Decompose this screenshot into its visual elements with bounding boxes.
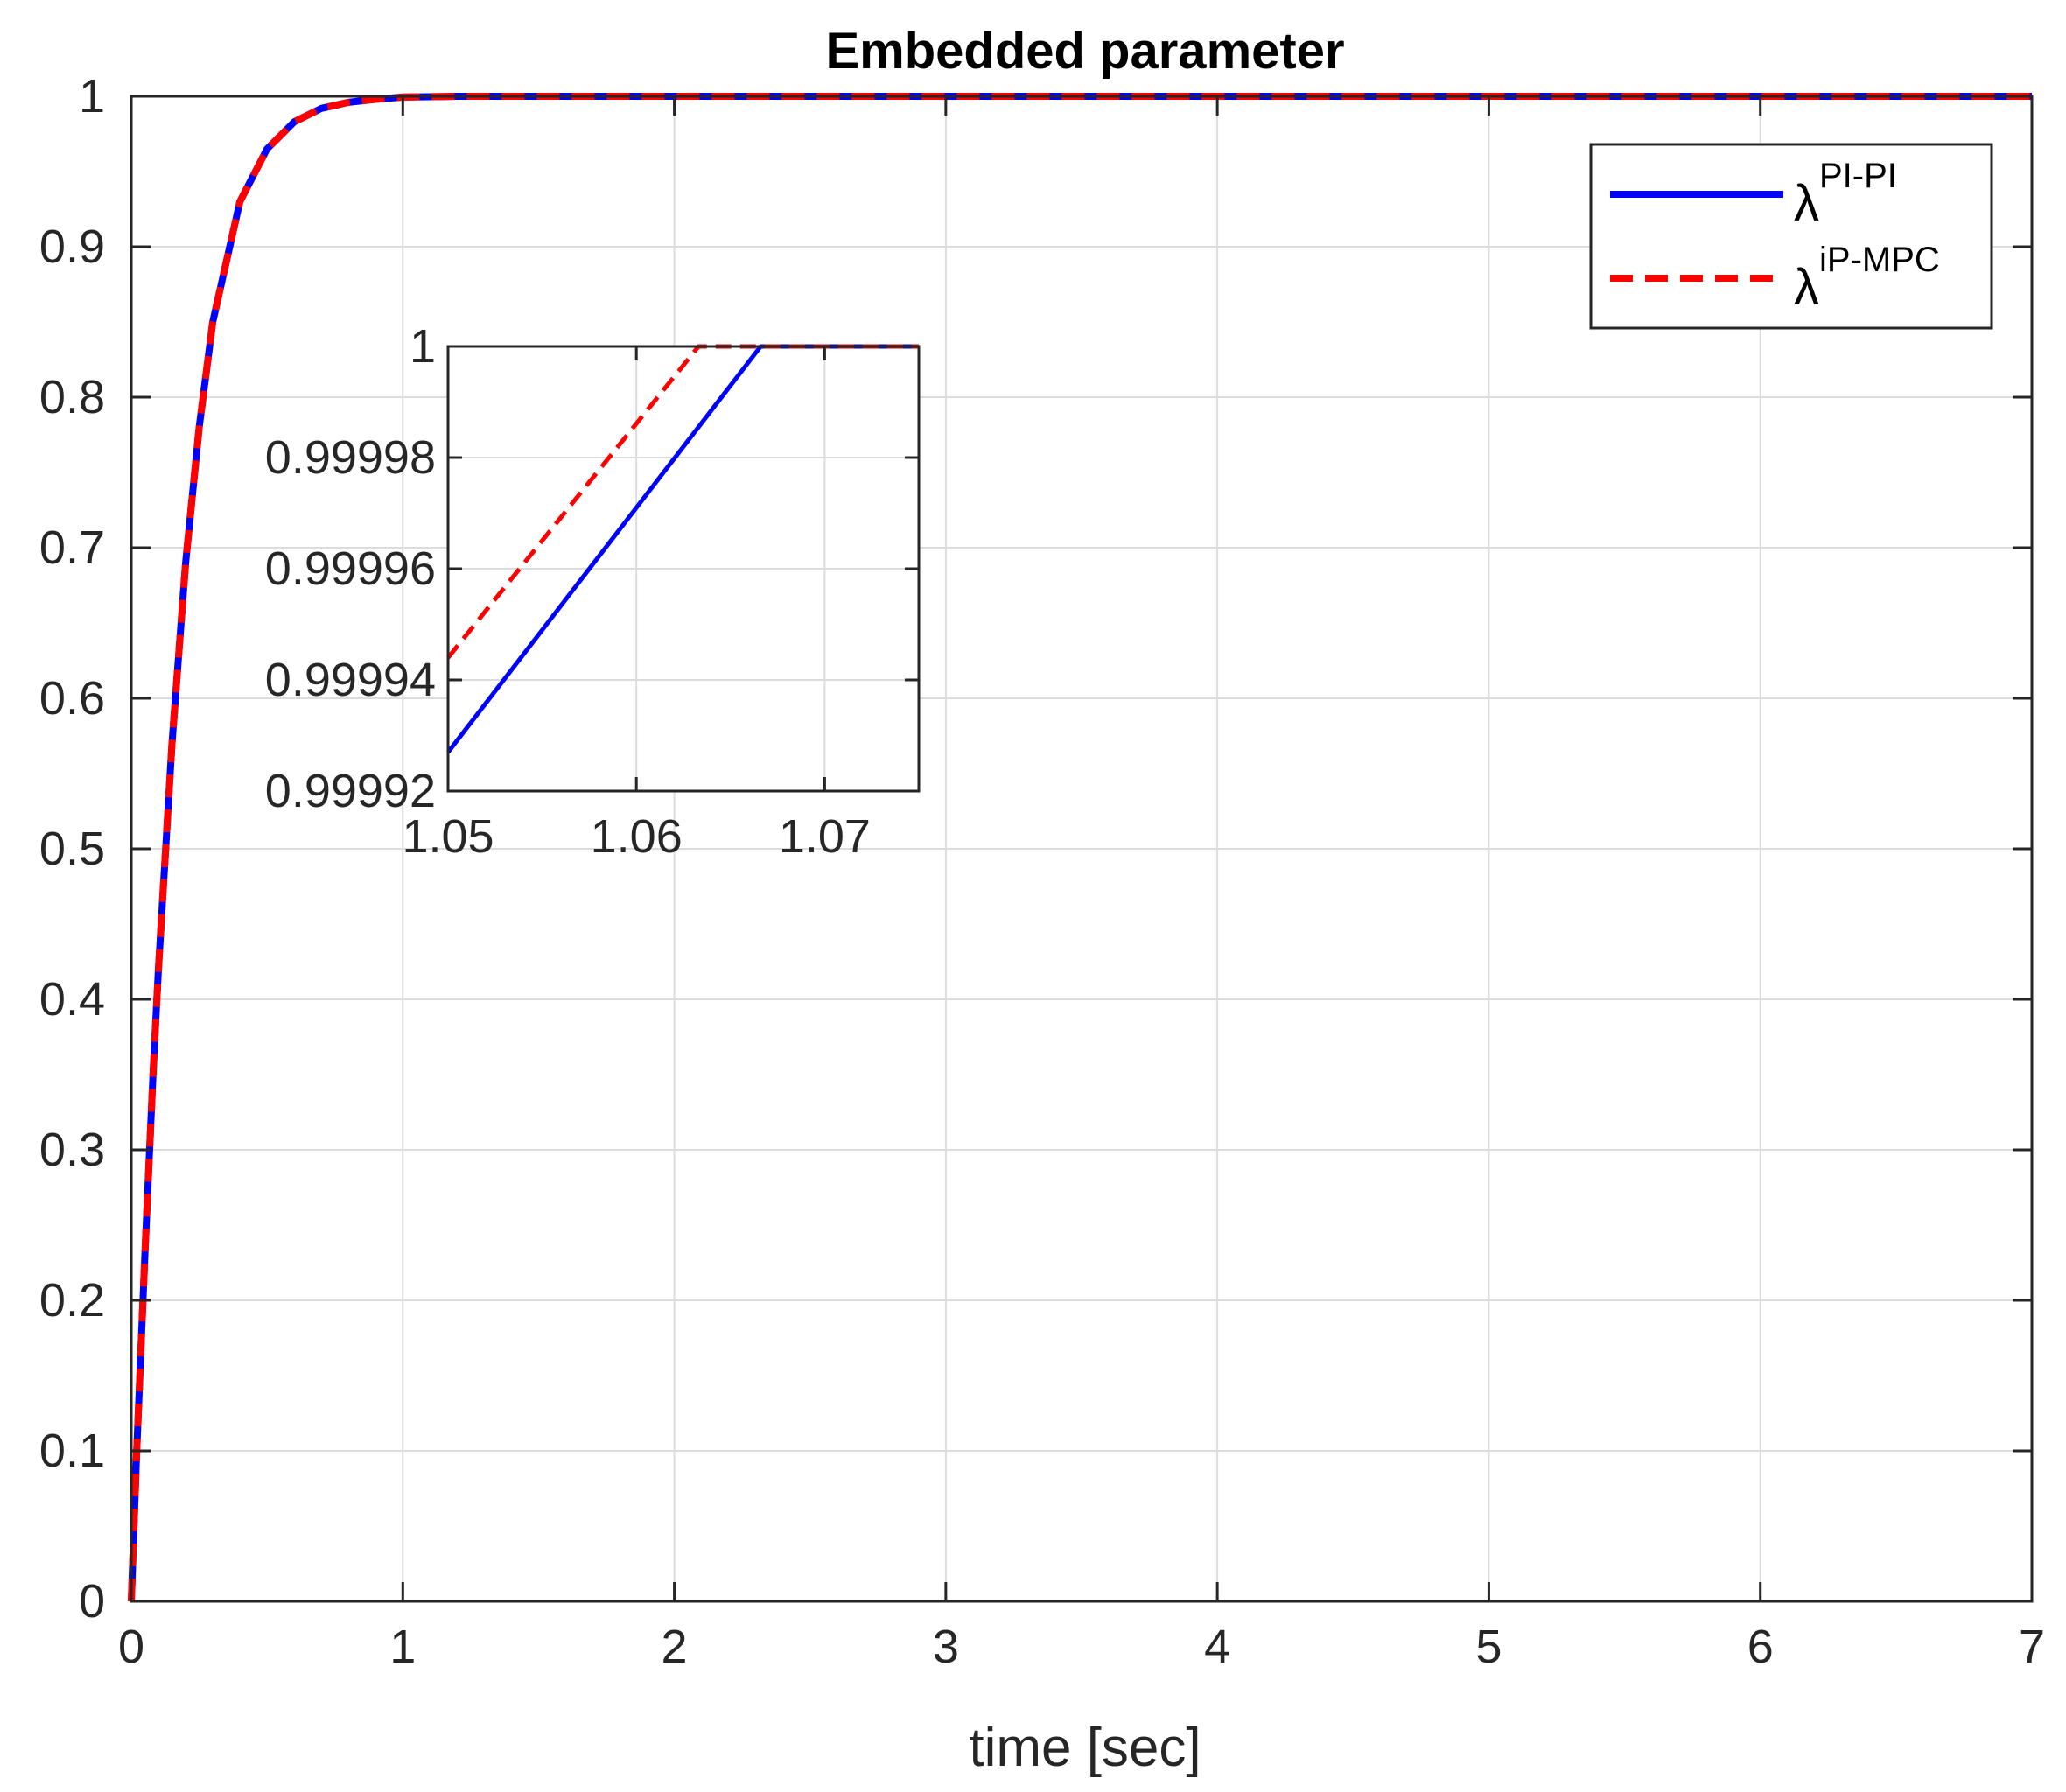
- inset-tick-marks: [446, 345, 919, 793]
- inset-y-tick-label: 0.99996: [265, 542, 436, 595]
- legend-label-ip-mpc: λiP-MPC: [1794, 241, 1940, 316]
- legend: λPI-PI λiP-MPC: [1589, 143, 1993, 330]
- main-y-tick-label: 0.7: [39, 522, 105, 574]
- main-x-tick-label: 0: [118, 1620, 144, 1673]
- main-y-tick-label: 0.9: [39, 220, 105, 273]
- inset-y-tick-label: 1: [410, 320, 436, 373]
- main-y-tick-label: 0.1: [39, 1424, 105, 1477]
- main-x-tick-label: 2: [662, 1620, 688, 1673]
- main-y-tick-label: 0.4: [39, 973, 105, 1026]
- main-x-tick-label: 4: [1204, 1620, 1230, 1673]
- main-x-tick-label: 1: [389, 1620, 416, 1673]
- main-y-tick-label: 0.5: [39, 822, 105, 875]
- main-x-tick-label: 6: [1747, 1620, 1774, 1673]
- main-x-tick-label: 5: [1475, 1620, 1502, 1673]
- inset-y-tick-label: 0.99992: [265, 765, 436, 817]
- inset-x-tick-labels: 1.05 1.06 1.07: [402, 810, 871, 863]
- legend-box: [1589, 143, 1993, 330]
- inset-x-tick-label: 1.05: [402, 810, 494, 863]
- chart-title: Embedded parameter: [825, 23, 1344, 80]
- main-series-line-ip-mpc: [128, 93, 2032, 1602]
- main-y-tick-label: 0.6: [39, 672, 105, 724]
- legend-label-pi-pi: λPI-PI: [1794, 157, 1897, 232]
- x-axis-label: time [sec]: [969, 1718, 1201, 1778]
- inset-y-tick-label: 0.99998: [265, 431, 436, 484]
- main-y-tick-label: 0: [79, 1575, 105, 1628]
- inset-x-tick-label: 1.07: [779, 810, 871, 863]
- inset-plot-area: 1.05 1.06 1.07 0.999920.999940.999960.9999…: [265, 320, 921, 863]
- inset-y-tick-label: 0.99994: [265, 654, 436, 706]
- main-x-tick-labels: 0 1 2 3 4 5 6 7: [118, 1620, 2045, 1673]
- main-y-tick-label: 0.3: [39, 1124, 105, 1176]
- inset-x-tick-label: 1.06: [591, 810, 683, 863]
- main-tick-marks: [130, 94, 2034, 1603]
- main-x-tick-label: 3: [933, 1620, 959, 1673]
- main-y-tick-label: 0.2: [39, 1274, 105, 1326]
- main-y-tick-label: 1: [79, 70, 105, 122]
- main-y-tick-label: 0.8: [39, 371, 105, 424]
- main-x-tick-label: 7: [2019, 1620, 2045, 1673]
- inset-y-tick-labels: 0.99992 0.99994 0.99996 0.99998 1: [265, 320, 436, 817]
- main-y-tick-labels: 0 0.1 0.2 0.3 0.4 0.5 0.6 0.7 0.8 0.9 1: [39, 70, 105, 1628]
